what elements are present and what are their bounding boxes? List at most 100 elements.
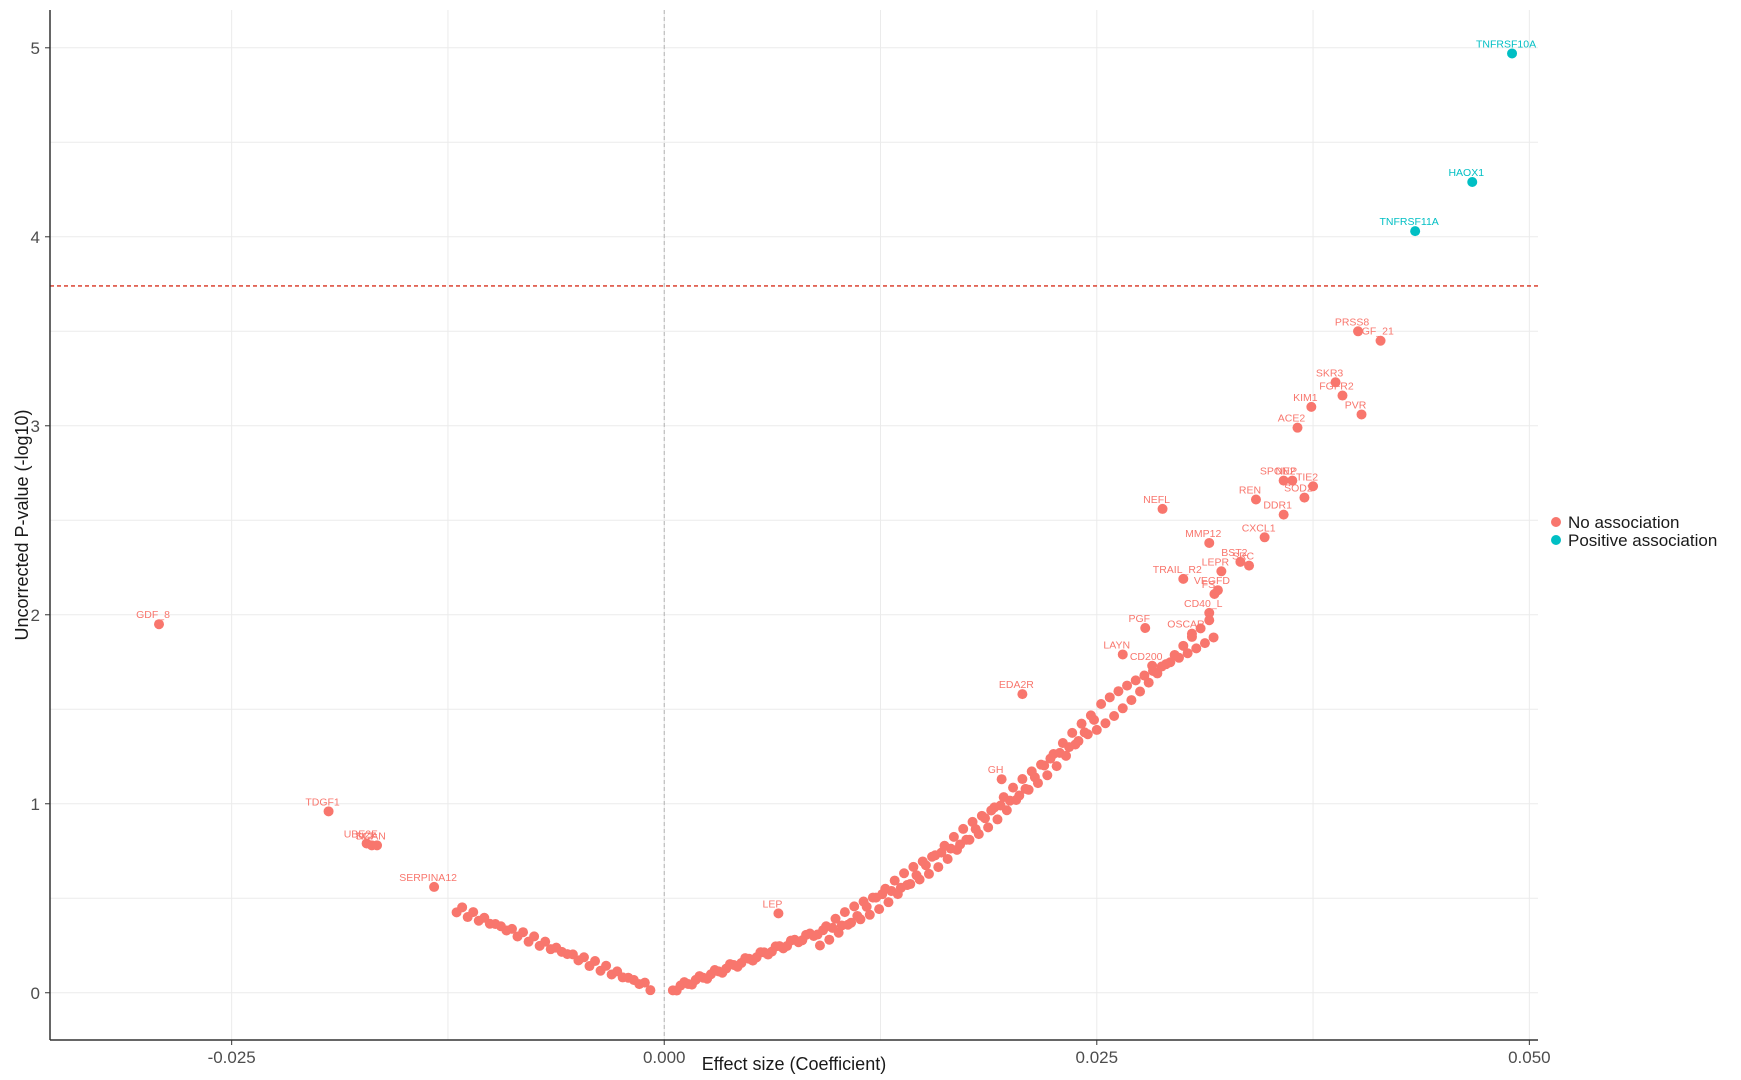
data-point: [861, 901, 872, 912]
labeled-point-gdf-8: [154, 619, 165, 630]
data-point: [468, 907, 479, 918]
labeled-point-mmp12: [1204, 537, 1215, 548]
point-label: FGF_21: [1355, 326, 1394, 338]
y-tick-label: 4: [31, 228, 40, 247]
labeled-point-fgfr2: [1337, 390, 1348, 401]
point-label: LEP: [762, 898, 782, 910]
data-point: [846, 917, 857, 928]
data-point: [980, 813, 991, 824]
point-label: UBE2F: [344, 828, 378, 840]
data-point: [1008, 782, 1019, 793]
labeled-point-tnfrsf11a: [1410, 226, 1421, 237]
labeled-point-vegfd: [1212, 585, 1223, 596]
data-point: [899, 868, 910, 879]
data-point: [457, 902, 468, 913]
point-label: SRC: [1232, 551, 1255, 563]
data-point: [849, 901, 860, 912]
point-label: GH: [988, 764, 1004, 776]
y-tick-label: 5: [31, 39, 40, 58]
point-label: TDGF1: [305, 796, 340, 808]
data-point: [1109, 711, 1120, 722]
labeled-point-serpina12: [429, 881, 440, 892]
legend-label-no-association: No association: [1568, 513, 1680, 532]
data-point: [964, 834, 975, 845]
point-label: SOD2: [1284, 483, 1313, 495]
data-point: [908, 861, 919, 872]
point-label: LAYN: [1103, 639, 1130, 651]
labeled-point-sod2: [1299, 492, 1310, 503]
data-point: [855, 914, 866, 925]
data-point: [1113, 686, 1124, 697]
data-point: [1042, 770, 1053, 781]
labeled-point-ddr1: [1278, 509, 1289, 520]
point-label: REN: [1239, 484, 1261, 496]
data-point: [1096, 698, 1107, 709]
data-point: [839, 907, 850, 918]
labeled-point-cxcl1: [1259, 532, 1270, 543]
data-point: [1014, 790, 1025, 801]
labeled-point-ace2: [1292, 422, 1303, 433]
labeled-point-pgf: [1140, 623, 1151, 633]
labeled-point-layn: [1117, 649, 1128, 660]
data-point: [905, 879, 916, 890]
data-point: [1182, 648, 1193, 659]
labeled-point-fgf-21: [1375, 335, 1386, 346]
point-label: LEPR: [1202, 556, 1230, 568]
labeled-point-lepr: [1216, 566, 1227, 577]
data-point: [601, 960, 612, 971]
axes: [49, 10, 1538, 1041]
data-point: [1122, 680, 1133, 691]
data-point: [983, 822, 994, 833]
data-point: [506, 923, 517, 934]
data-point: [1195, 623, 1206, 634]
labeled-point-ren: [1250, 494, 1261, 505]
data-point: [1017, 774, 1028, 785]
labeled-point-pvr: [1356, 409, 1367, 420]
data-point: [920, 860, 931, 871]
point-label: FS: [1202, 579, 1215, 591]
x-tick-label: 0.050: [1508, 1048, 1551, 1067]
data-point: [958, 823, 969, 834]
point-label: SCF: [355, 830, 376, 842]
point-label: CXCL1: [1242, 522, 1276, 534]
data-point: [1126, 695, 1137, 706]
point-label: TNFRSF11A: [1379, 216, 1438, 228]
data-point: [1178, 640, 1189, 651]
data-point: [1067, 727, 1078, 738]
data-point: [1032, 778, 1043, 789]
data-point: [1076, 718, 1087, 729]
data-point: [889, 875, 900, 886]
labeled-point-skr3: [1330, 377, 1341, 388]
point-label: CD200: [1130, 651, 1163, 663]
x-tick-label: 0.025: [1076, 1048, 1119, 1067]
legend-marker-no-association: [1551, 517, 1561, 527]
data-point: [639, 977, 650, 988]
point-label: SERPINA12: [399, 872, 457, 884]
data-point: [590, 956, 601, 967]
data-point: [1199, 638, 1210, 649]
labeled-point-spon2: [1278, 475, 1289, 486]
y-axis-title: Uncorrected P-value (-log10): [12, 409, 32, 640]
labeled-point-trail-r2: [1178, 573, 1189, 584]
legend: No association Positive association: [1551, 513, 1717, 550]
y-tick-label: 0: [31, 984, 40, 1003]
point-label: EDA2R: [999, 679, 1034, 691]
reference-lines: [50, 10, 1538, 1040]
data-point: [1104, 692, 1115, 703]
point-label: PGF: [1128, 613, 1150, 625]
data-point: [540, 936, 551, 947]
labeled-point-cd40-l: [1204, 607, 1215, 618]
labeled-point-ncan: [372, 840, 383, 851]
data-point: [942, 854, 953, 865]
labeled-point-haox1: [1467, 176, 1478, 187]
legend-label-positive-association: Positive association: [1568, 531, 1717, 550]
data-point: [1051, 761, 1062, 772]
point-label: TIE2: [1296, 471, 1318, 483]
data-point: [1060, 750, 1071, 761]
data-point: [1082, 729, 1093, 740]
data-point: [824, 934, 835, 945]
data-point: [973, 829, 984, 840]
labeled-point-cd200: [1147, 660, 1158, 671]
